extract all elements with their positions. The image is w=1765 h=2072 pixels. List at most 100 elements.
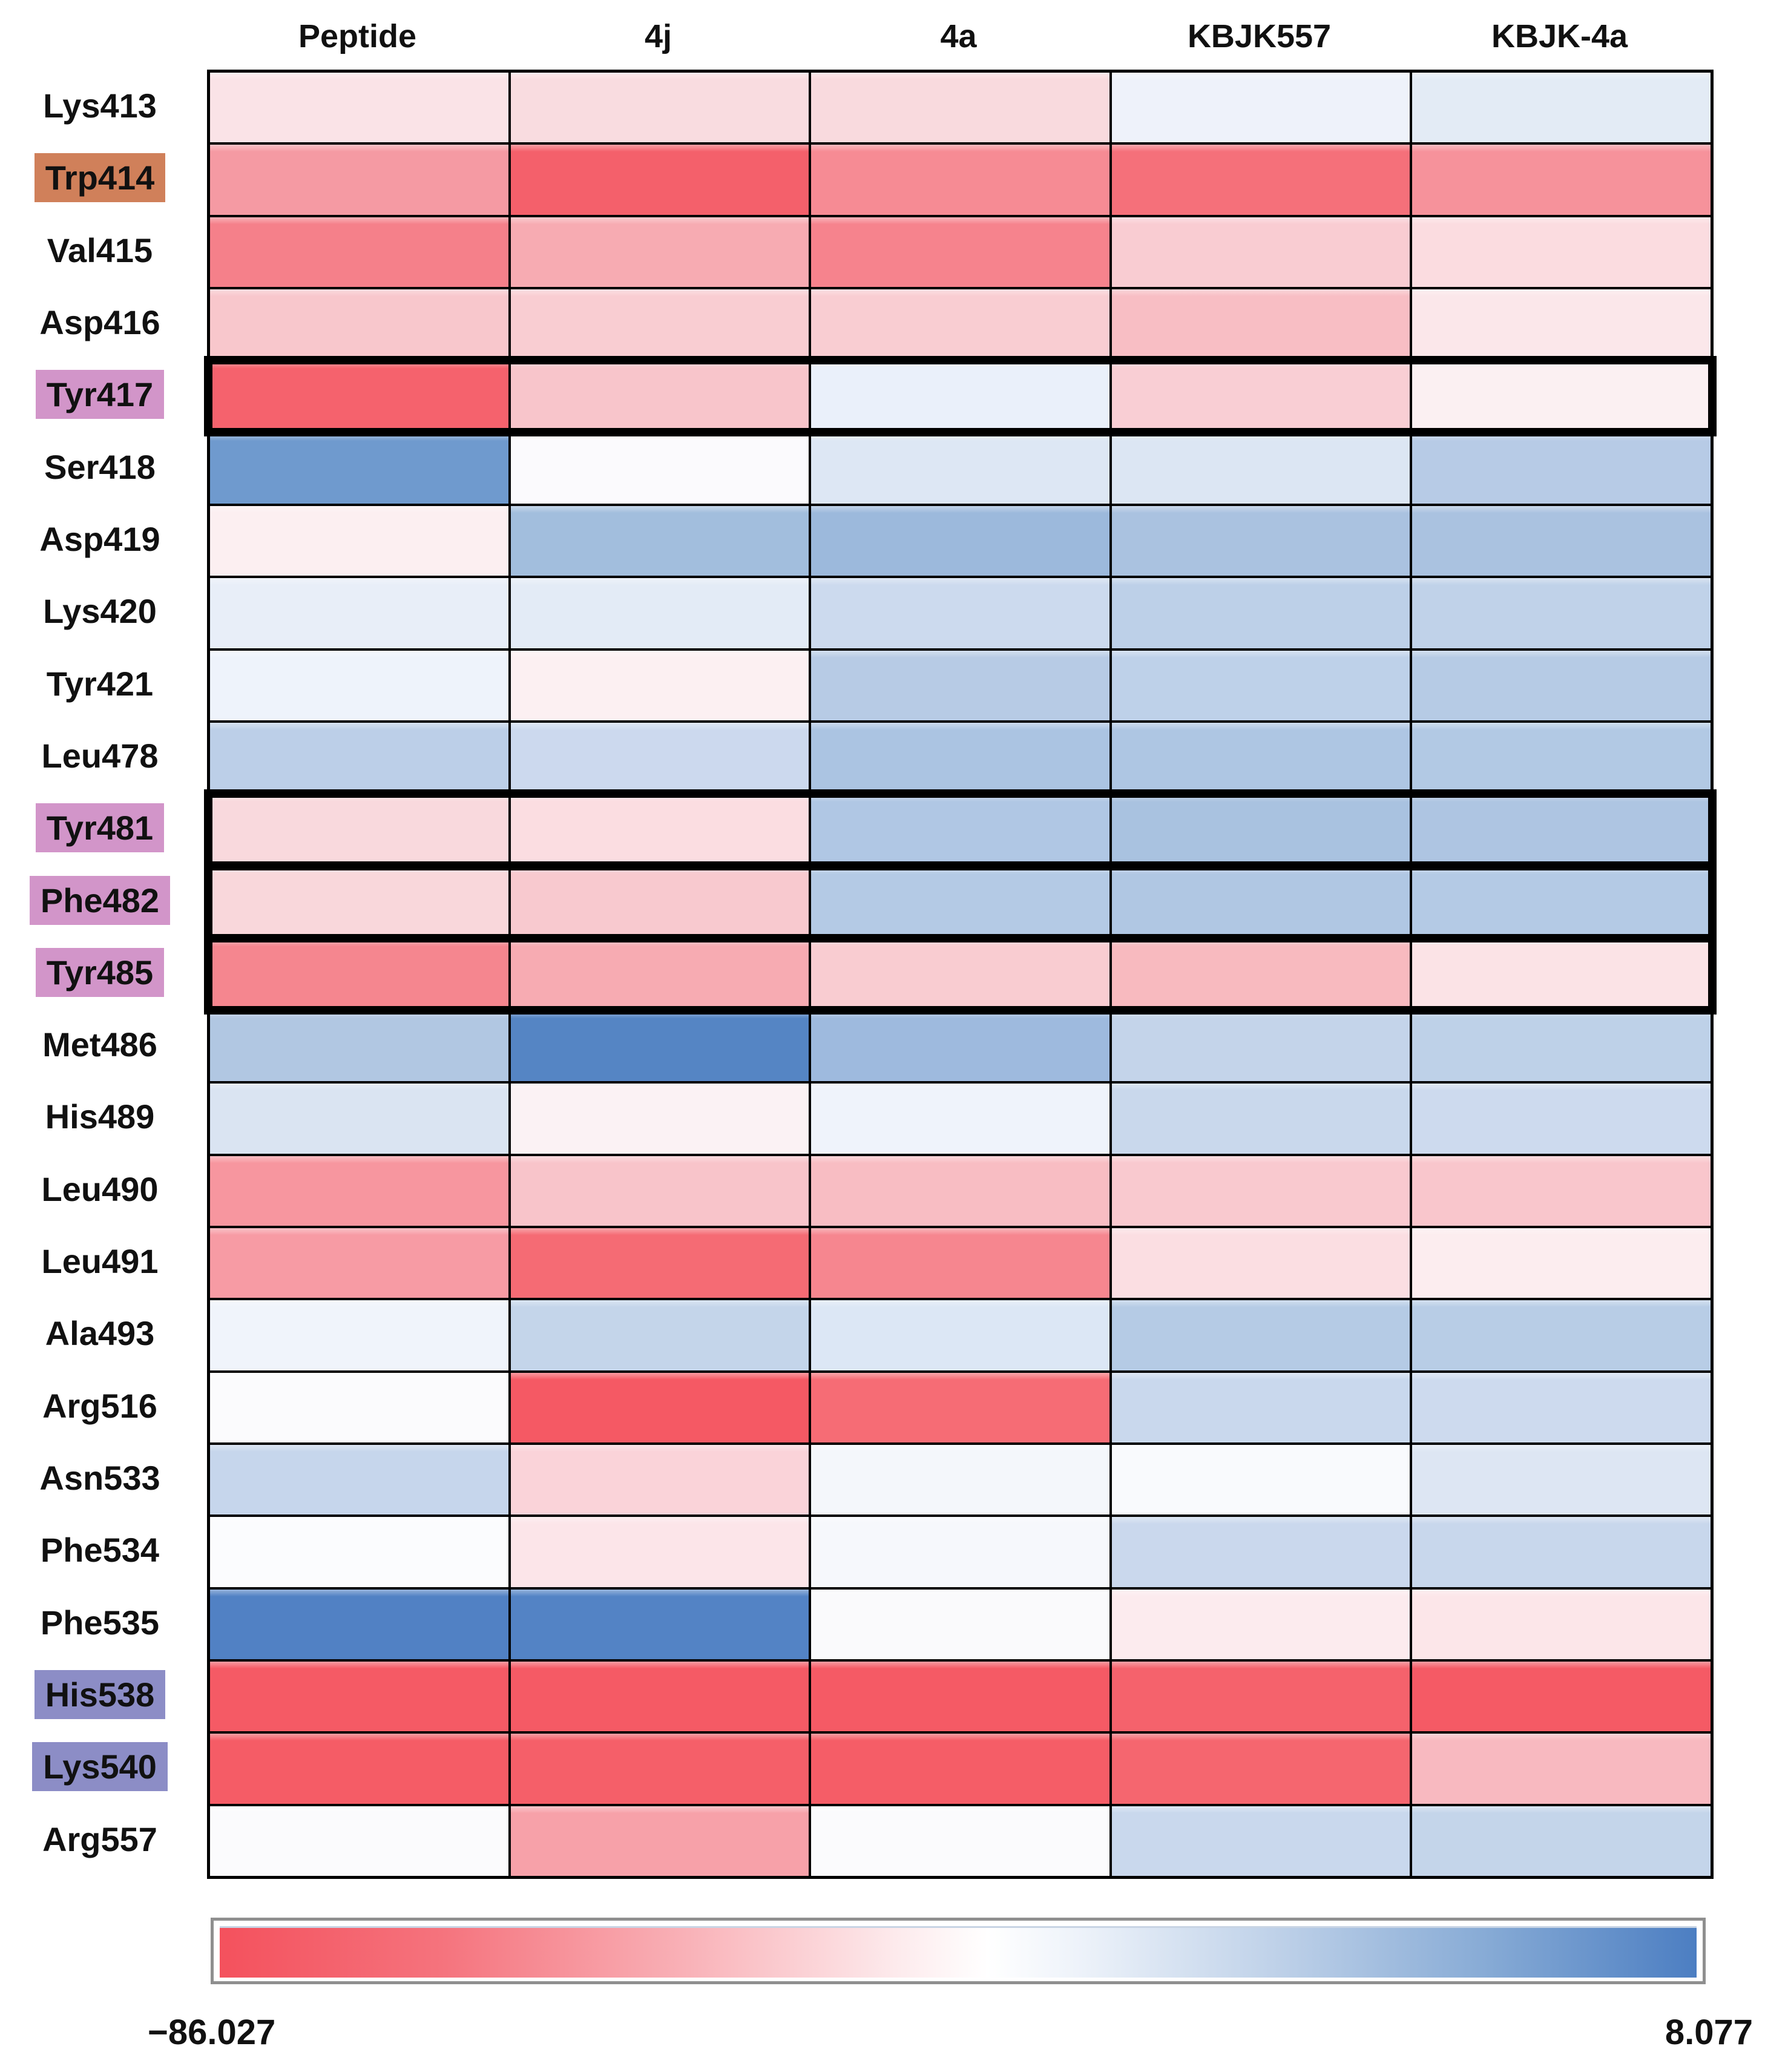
heatmap-cell-Tyr485-KBJK557 (1111, 938, 1411, 1010)
heatmap-cell-Arg557-4a (810, 1805, 1111, 1877)
heatmap-cell-Tyr481-KBJK557 (1111, 794, 1411, 866)
heatmap-cell-Asn533-4j (510, 1444, 810, 1516)
row-label-text: Asp416 (39, 303, 160, 341)
column-header-KBJK557: KBJK557 (1187, 18, 1332, 54)
heatmap-cell-Phe535-4a (810, 1588, 1111, 1660)
row-label-text: Asp419 (39, 520, 160, 558)
heatmap-cell-Lys540-4j (510, 1732, 810, 1805)
heatmap-cell-Met486-4a (810, 1010, 1111, 1082)
heatmap-cell-Val415-Peptide (209, 216, 510, 288)
row-label-Tyr417: Tyr417 (0, 358, 200, 430)
row-label-text: Met486 (42, 1025, 157, 1064)
heatmap-cell-Arg516-Peptide (209, 1372, 510, 1444)
heatmap-grid (204, 70, 1717, 1879)
heatmap-cell-Tyr481-KBJK-4a (1411, 794, 1712, 866)
heatmap-cell-Arg557-KBJK-4a (1411, 1805, 1712, 1877)
heatmap-cell-Trp414-KBJK-4a (1411, 143, 1712, 216)
row-label-Ser418: Ser418 (0, 431, 200, 503)
heatmap-cell-Tyr485-KBJK-4a (1411, 938, 1712, 1010)
row-label-highlight: His538 (34, 1670, 166, 1719)
heatmap-cell-Phe535-Peptide (209, 1588, 510, 1660)
heatmap-cell-Tyr481-4j (510, 794, 810, 866)
heatmap-cell-Met486-4j (510, 1010, 810, 1082)
heatmap-cell-Ser418-KBJK557 (1111, 433, 1411, 505)
heatmap-cell-Leu491-4a (810, 1227, 1111, 1299)
column-header-KBJK-4a: KBJK-4a (1491, 18, 1628, 54)
heatmap-cell-Phe535-KBJK557 (1111, 1588, 1411, 1660)
heatmap-cell-Arg557-4j (510, 1805, 810, 1877)
row-label-Arg516: Arg516 (0, 1370, 200, 1442)
heatmap-cell-Lys420-4j (510, 577, 810, 650)
row-label-Leu490: Leu490 (0, 1153, 200, 1225)
heatmap-cell-Asp419-4j (510, 505, 810, 577)
row-label-text: Leu478 (41, 737, 159, 775)
row-label-text: Lys420 (43, 592, 157, 630)
heatmap-cell-His538-Peptide (209, 1660, 510, 1732)
row-label-Lys413: Lys413 (0, 70, 200, 142)
heatmap-cell-Phe535-4j (510, 1588, 810, 1660)
heatmap-cell-Tyr417-4j (510, 360, 810, 433)
colorbar-gradient (220, 1926, 1697, 1978)
row-label-text: Ala493 (45, 1314, 155, 1352)
heatmap-cell-Leu490-Peptide (209, 1155, 510, 1227)
heatmap-cell-Phe482-Peptide (209, 866, 510, 938)
row-label-highlight: Phe482 (29, 876, 171, 925)
heatmap-cell-Asp419-Peptide (209, 505, 510, 577)
heatmap-cell-Tyr417-KBJK-4a (1411, 360, 1712, 433)
heatmap-cell-Leu491-KBJK-4a (1411, 1227, 1712, 1299)
heatmap-cell-Tyr417-4a (810, 360, 1111, 433)
row-label-text: Leu491 (41, 1242, 159, 1280)
row-label-text: Phe535 (40, 1603, 160, 1642)
row-label-highlight: Trp414 (34, 153, 166, 202)
heatmap-cell-Asp416-Peptide (209, 288, 510, 360)
heatmap-cell-Phe482-KBJK557 (1111, 866, 1411, 938)
heatmap-cell-Val415-KBJK557 (1111, 216, 1411, 288)
heatmap-cell-Tyr421-KBJK557 (1111, 650, 1411, 722)
row-label-Tyr485: Tyr485 (0, 936, 200, 1008)
heatmap-cell-Tyr485-4j (510, 938, 810, 1010)
heatmap-cell-Leu490-KBJK-4a (1411, 1155, 1712, 1227)
heatmap-cell-Met486-Peptide (209, 1010, 510, 1082)
heatmap-cell-His538-4a (810, 1660, 1111, 1732)
row-label-text: Leu490 (41, 1170, 159, 1208)
column-header-4a: 4a (940, 18, 977, 54)
row-label-Phe534: Phe534 (0, 1514, 200, 1586)
heatmap-cell-Val415-KBJK-4a (1411, 216, 1712, 288)
heatmap-cell-Leu478-4a (810, 722, 1111, 794)
row-label-Lys540: Lys540 (0, 1731, 200, 1803)
heatmap-cell-His538-KBJK557 (1111, 1660, 1411, 1732)
heatmap-cell-Ala493-4j (510, 1299, 810, 1372)
row-label-Phe535: Phe535 (0, 1587, 200, 1659)
row-label-text: Arg516 (42, 1387, 157, 1425)
row-label-text: His489 (45, 1097, 155, 1136)
row-label-Val415: Val415 (0, 214, 200, 286)
heatmap-cell-Arg557-KBJK557 (1111, 1805, 1411, 1877)
heatmap-cell-Arg557-Peptide (209, 1805, 510, 1877)
heatmap-cell-Lys413-KBJK-4a (1411, 71, 1712, 143)
heatmap-cell-Asp416-4j (510, 288, 810, 360)
heatmap-cell-Lys420-KBJK-4a (1411, 577, 1712, 650)
heatmap-cell-Lys540-KBJK-4a (1411, 1732, 1712, 1805)
row-label-highlight: Lys540 (32, 1742, 168, 1791)
heatmap-cell-Leu490-KBJK557 (1111, 1155, 1411, 1227)
heatmap-cell-Leu491-KBJK557 (1111, 1227, 1411, 1299)
row-label-Ala493: Ala493 (0, 1297, 200, 1369)
heatmap-cell-His489-KBJK-4a (1411, 1082, 1712, 1155)
heatmap-cell-Tyr421-KBJK-4a (1411, 650, 1712, 722)
heatmap-cell-Lys413-4j (510, 71, 810, 143)
row-label-Lys420: Lys420 (0, 575, 200, 647)
heatmap-cell-Lys420-4a (810, 577, 1111, 650)
heatmap-cell-Tyr421-4a (810, 650, 1111, 722)
row-label-Asp419: Asp419 (0, 503, 200, 575)
heatmap-cell-Tyr485-Peptide (209, 938, 510, 1010)
row-label-text: Phe534 (40, 1531, 160, 1569)
row-label-Asp416: Asp416 (0, 286, 200, 358)
row-label-Leu478: Leu478 (0, 720, 200, 792)
row-label-Phe482: Phe482 (0, 864, 200, 936)
heatmap-cell-His489-4j (510, 1082, 810, 1155)
heatmap-cell-Ala493-KBJK557 (1111, 1299, 1411, 1372)
row-label-Trp414: Trp414 (0, 142, 200, 214)
heatmap-cell-Val415-4j (510, 216, 810, 288)
heatmap-cell-Leu478-KBJK-4a (1411, 722, 1712, 794)
